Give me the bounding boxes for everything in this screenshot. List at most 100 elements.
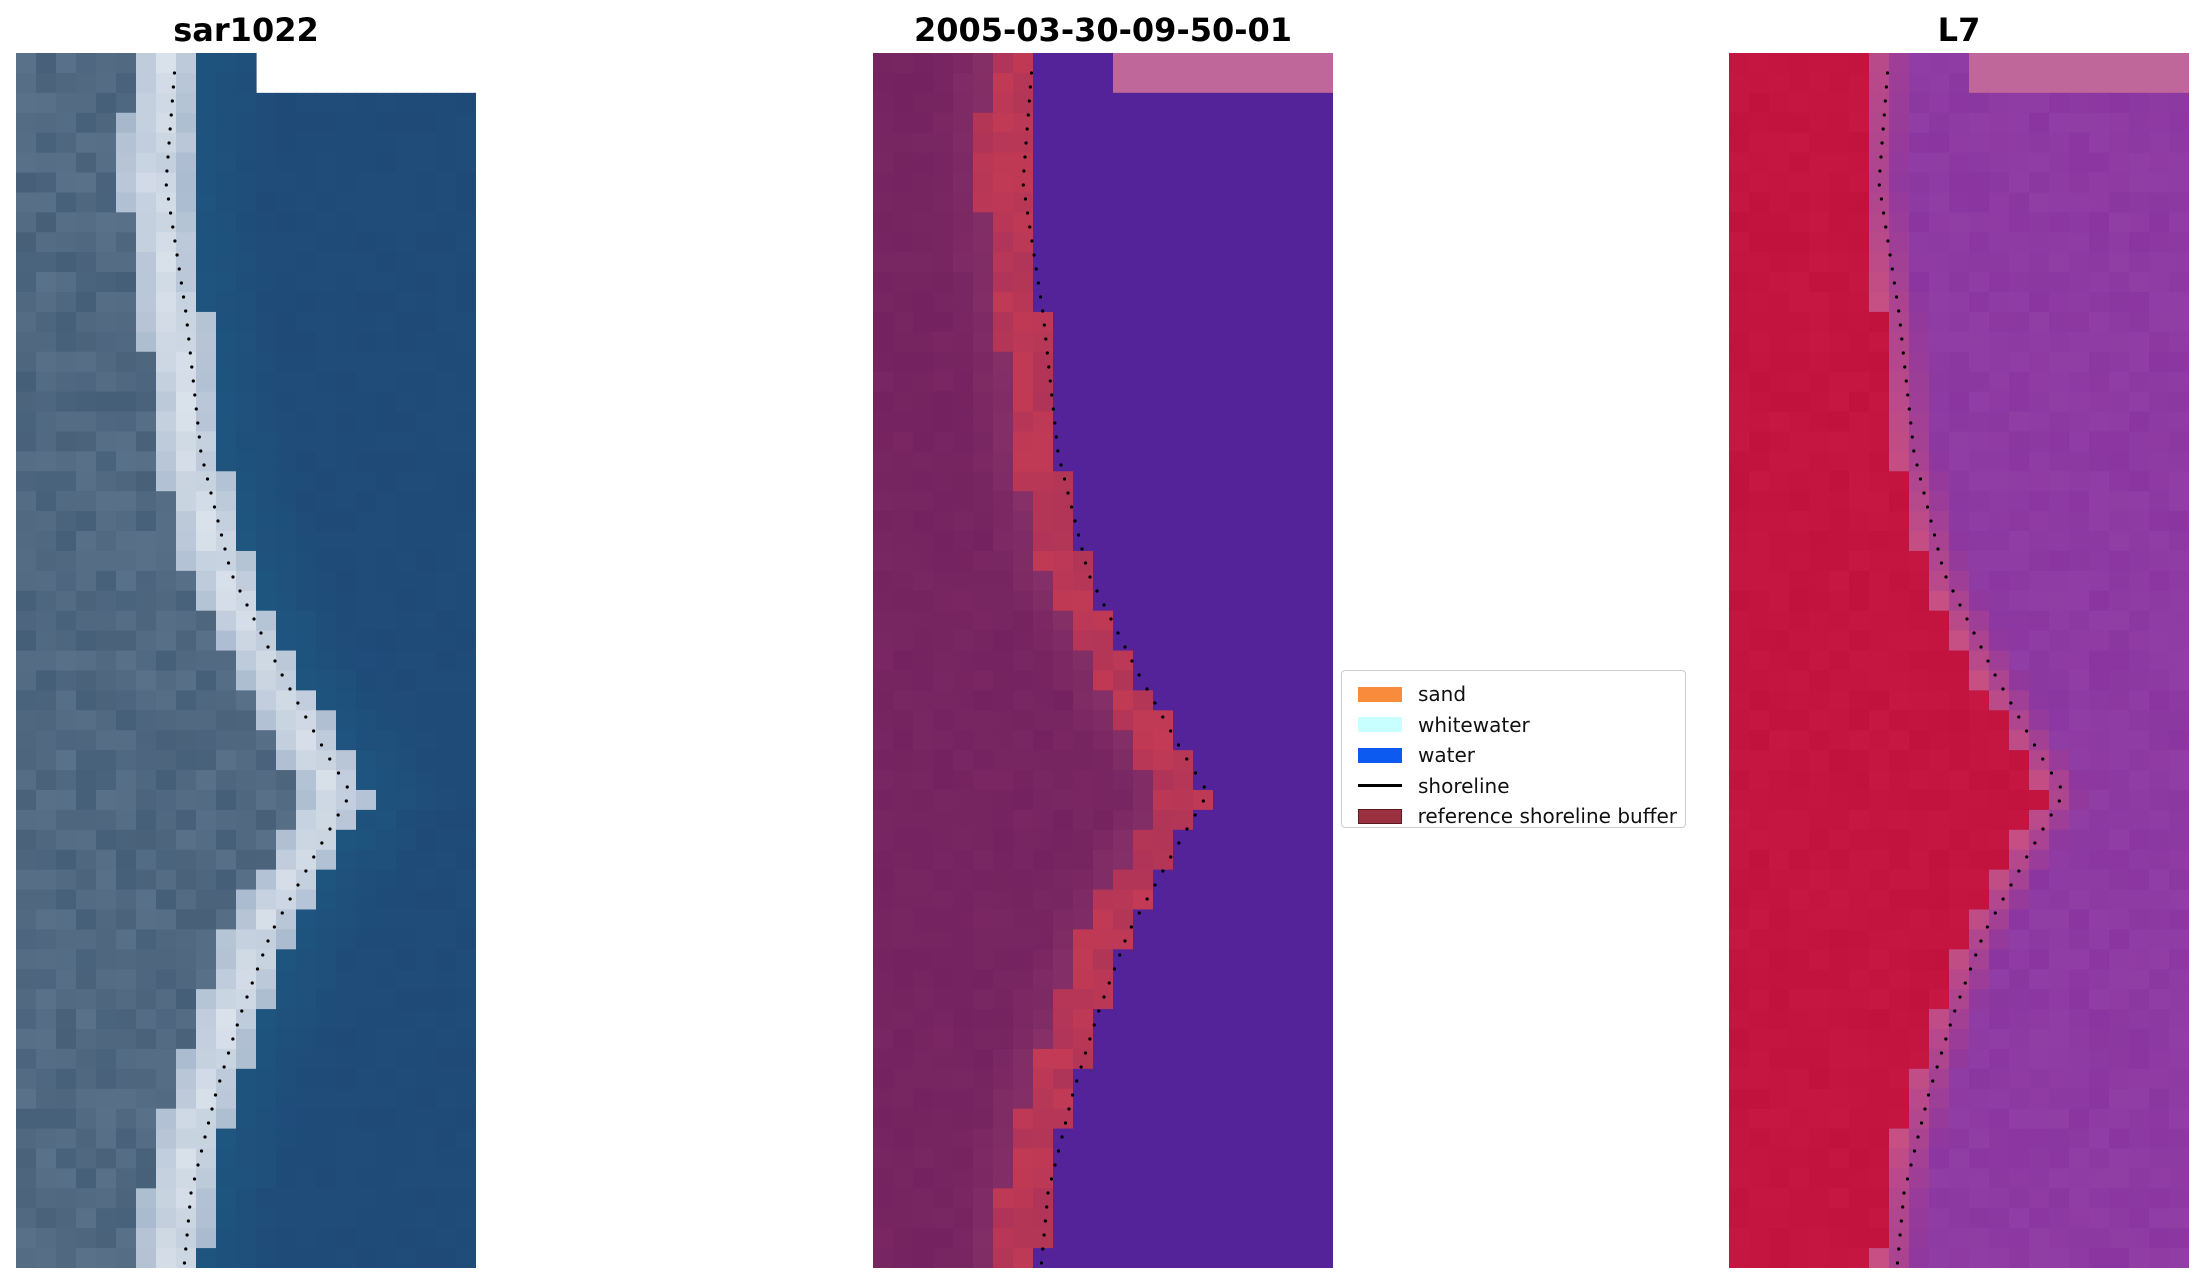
- class-pixel: [1093, 272, 1114, 293]
- image-pixel: [296, 1148, 317, 1170]
- class-pixel: [1253, 869, 1274, 891]
- image-pixel: [36, 212, 57, 233]
- shoreline-point: [226, 1051, 231, 1055]
- class-pixel: [1293, 869, 1314, 891]
- image-pixel: [196, 1048, 217, 1070]
- shoreline-point: [1116, 631, 1120, 635]
- index-pixel: [1929, 1028, 1950, 1050]
- index-pixel: [1949, 969, 1970, 990]
- image-pixel: [236, 232, 257, 253]
- class-pixel: [1213, 451, 1234, 472]
- image-pixel: [196, 969, 217, 990]
- class-pixel: [1313, 192, 1333, 213]
- index-pixel: [1749, 1148, 1770, 1170]
- image-pixel: [276, 789, 297, 811]
- index-pixel: [1749, 1188, 1770, 1209]
- index-pixel: [2149, 112, 2170, 134]
- image-pixel: [136, 232, 157, 253]
- class-pixel: [893, 770, 914, 791]
- image-pixel: [156, 391, 177, 413]
- image-pixel: [336, 770, 357, 791]
- image-pixel: [236, 1009, 257, 1030]
- image-pixel: [36, 292, 57, 313]
- index-pixel: [1869, 471, 1890, 492]
- class-pixel: [893, 331, 914, 353]
- image-pixel: [56, 411, 77, 433]
- class-pixel: [1253, 331, 1274, 353]
- class-pixel: [1233, 491, 1254, 512]
- class-pixel: [1253, 411, 1274, 433]
- image-pixel: [196, 730, 217, 751]
- shoreline-point: [1888, 253, 1892, 257]
- index-pixel: [1889, 1148, 1910, 1170]
- index-pixel: [2069, 590, 2090, 612]
- class-pixel: [1193, 1009, 1214, 1030]
- image-pixel: [156, 152, 177, 174]
- index-pixel: [1729, 770, 1750, 791]
- image-pixel: [196, 670, 217, 691]
- shoreline-point: [288, 687, 292, 691]
- image-pixel: [396, 929, 417, 950]
- class-pixel: [933, 431, 954, 452]
- class-pixel: [1133, 1208, 1154, 1229]
- index-pixel: [1809, 272, 1830, 293]
- class-pixel: [1293, 192, 1314, 213]
- class-pixel: [1193, 909, 1214, 930]
- index-pixel: [2109, 132, 2130, 154]
- index-pixel: [1829, 750, 1850, 771]
- class-pixel: [1113, 451, 1134, 472]
- image-pixel: [176, 1108, 197, 1130]
- image-pixel: [216, 869, 237, 891]
- class-pixel: [873, 172, 894, 194]
- class-pixel: [873, 411, 894, 433]
- index-pixel: [1929, 491, 1950, 512]
- index-pixel: [1749, 1009, 1770, 1030]
- class-pixel: [1073, 1148, 1094, 1170]
- index-pixel: [1889, 1028, 1910, 1050]
- class-pixel: [1073, 650, 1094, 672]
- class-pixel: [913, 550, 934, 572]
- image-pixel: [376, 1108, 397, 1130]
- class-pixel: [1033, 650, 1054, 672]
- image-pixel: [276, 212, 297, 233]
- index-pixel: [1969, 550, 1990, 572]
- image-pixel: [356, 1088, 377, 1110]
- legend-label: sand: [1418, 682, 1467, 707]
- class-pixel: [1153, 192, 1174, 213]
- image-pixel: [156, 471, 177, 492]
- class-pixel: [1013, 272, 1034, 293]
- class-pixel: [993, 1088, 1014, 1110]
- index-pixel: [2149, 550, 2170, 572]
- image-pixel: [296, 232, 317, 253]
- image-pixel: [416, 929, 437, 950]
- shoreline-point: [2025, 729, 2029, 733]
- index-pixel: [1889, 1088, 1910, 1110]
- class-pixel: [1233, 809, 1254, 831]
- image-pixel: [336, 929, 357, 950]
- shoreline-point: [336, 813, 340, 817]
- shoreline-point: [280, 911, 284, 915]
- image-pixel: [376, 929, 397, 950]
- index-pixel: [2149, 311, 2170, 333]
- index-pixel: [1829, 112, 1850, 134]
- class-pixel: [873, 92, 894, 114]
- index-pixel: [1969, 829, 1990, 851]
- index-pixel: [1849, 531, 1870, 552]
- class-pixel: [1173, 1208, 1194, 1229]
- shoreline-point: [169, 113, 173, 117]
- class-pixel: [1093, 849, 1114, 871]
- image-pixel: [416, 670, 437, 691]
- image-pixel: [176, 451, 197, 472]
- index-pixel: [1769, 411, 1790, 433]
- class-pixel: [1073, 750, 1094, 771]
- class-pixel: [1033, 730, 1054, 751]
- image-pixel: [376, 590, 397, 612]
- shoreline-point: [1030, 239, 1034, 243]
- index-pixel: [1989, 292, 2010, 313]
- image-pixel: [256, 1048, 277, 1070]
- index-pixel: [2169, 630, 2189, 652]
- class-pixel: [1273, 710, 1294, 731]
- image-pixel: [316, 1248, 337, 1268]
- image-pixel: [236, 252, 257, 273]
- shoreline-point: [2001, 687, 2005, 691]
